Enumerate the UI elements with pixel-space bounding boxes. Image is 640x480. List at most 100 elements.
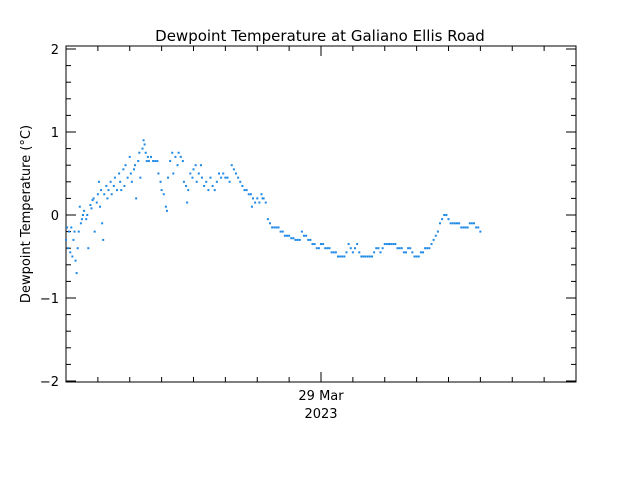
data-point	[351, 251, 354, 254]
data-point	[275, 226, 278, 229]
data-point	[252, 197, 254, 200]
data-point	[303, 234, 305, 237]
data-point	[407, 247, 410, 250]
data-point	[197, 172, 200, 175]
data-point	[439, 222, 441, 225]
data-point	[69, 251, 72, 254]
data-point	[266, 218, 269, 221]
data-point	[349, 247, 352, 250]
data-point	[385, 243, 388, 246]
data-point	[218, 172, 220, 175]
data-point	[300, 230, 303, 233]
data-point	[182, 180, 185, 183]
data-point	[288, 234, 291, 237]
data-point	[307, 238, 310, 241]
data-point	[107, 189, 110, 192]
data-point	[176, 164, 179, 167]
data-point	[413, 255, 416, 258]
data-point	[451, 222, 454, 225]
data-point	[138, 151, 141, 154]
data-point	[294, 238, 297, 241]
data-point	[368, 255, 371, 258]
data-point	[241, 184, 244, 187]
data-point	[290, 237, 293, 240]
data-point	[102, 238, 105, 241]
chart-title: Dewpoint Temperature at Galiano Ellis Ro…	[155, 27, 485, 45]
data-point	[156, 160, 159, 163]
data-point	[226, 176, 229, 179]
data-point	[165, 209, 168, 212]
data-point	[394, 243, 397, 246]
data-point	[211, 184, 214, 187]
data-point	[191, 176, 194, 179]
data-point	[172, 172, 175, 175]
data-point	[93, 230, 96, 233]
data-point	[97, 180, 100, 183]
data-point	[449, 222, 452, 225]
data-point	[72, 238, 75, 241]
data-point	[286, 234, 288, 237]
data-point	[392, 243, 395, 246]
data-point	[379, 251, 382, 254]
data-point	[341, 255, 344, 258]
data-point	[167, 176, 169, 179]
data-point	[222, 172, 225, 175]
data-point	[354, 247, 356, 250]
data-point	[73, 230, 76, 233]
data-point	[70, 226, 73, 229]
data-point	[78, 205, 81, 208]
data-point	[164, 205, 167, 208]
data-point	[186, 201, 189, 204]
data-point	[112, 184, 115, 187]
data-point	[464, 226, 467, 229]
data-point	[86, 214, 89, 216]
data-point	[254, 201, 257, 204]
data-point	[256, 197, 259, 200]
data-point	[189, 172, 192, 175]
data-point	[106, 197, 109, 200]
data-point	[250, 205, 253, 208]
data-point	[320, 243, 322, 246]
data-point	[194, 164, 197, 167]
data-point	[405, 251, 407, 254]
data-point	[381, 247, 384, 250]
data-point	[137, 160, 140, 163]
data-point	[424, 247, 427, 250]
y-axis-label: Dewpoint Temperature (°C)	[19, 125, 34, 303]
data-point	[152, 160, 155, 163]
data-point	[258, 201, 261, 204]
data-point	[247, 193, 250, 196]
data-point	[68, 230, 71, 233]
data-point	[79, 222, 82, 225]
data-point	[279, 230, 282, 233]
data-point	[205, 180, 208, 183]
data-point	[199, 164, 202, 167]
data-point	[215, 180, 218, 183]
data-point	[456, 222, 458, 225]
data-point	[249, 193, 252, 196]
data-point	[377, 247, 380, 250]
data-point	[273, 226, 276, 229]
data-point	[428, 247, 431, 250]
data-point	[343, 255, 346, 258]
data-point	[453, 222, 456, 225]
data-point	[80, 218, 83, 221]
data-point	[400, 247, 403, 250]
data-point	[135, 197, 138, 200]
data-point	[96, 193, 99, 196]
data-point	[345, 251, 348, 254]
data-point	[169, 160, 172, 163]
data-point	[373, 251, 376, 254]
data-point	[411, 251, 414, 254]
data-point	[213, 189, 216, 192]
data-point	[101, 222, 104, 225]
data-point	[66, 226, 69, 229]
data-point	[174, 155, 177, 158]
data-point	[71, 255, 74, 258]
data-point	[317, 247, 320, 250]
data-point	[76, 247, 79, 250]
data-point	[322, 243, 325, 246]
data-point	[67, 247, 70, 250]
data-point	[356, 243, 359, 246]
